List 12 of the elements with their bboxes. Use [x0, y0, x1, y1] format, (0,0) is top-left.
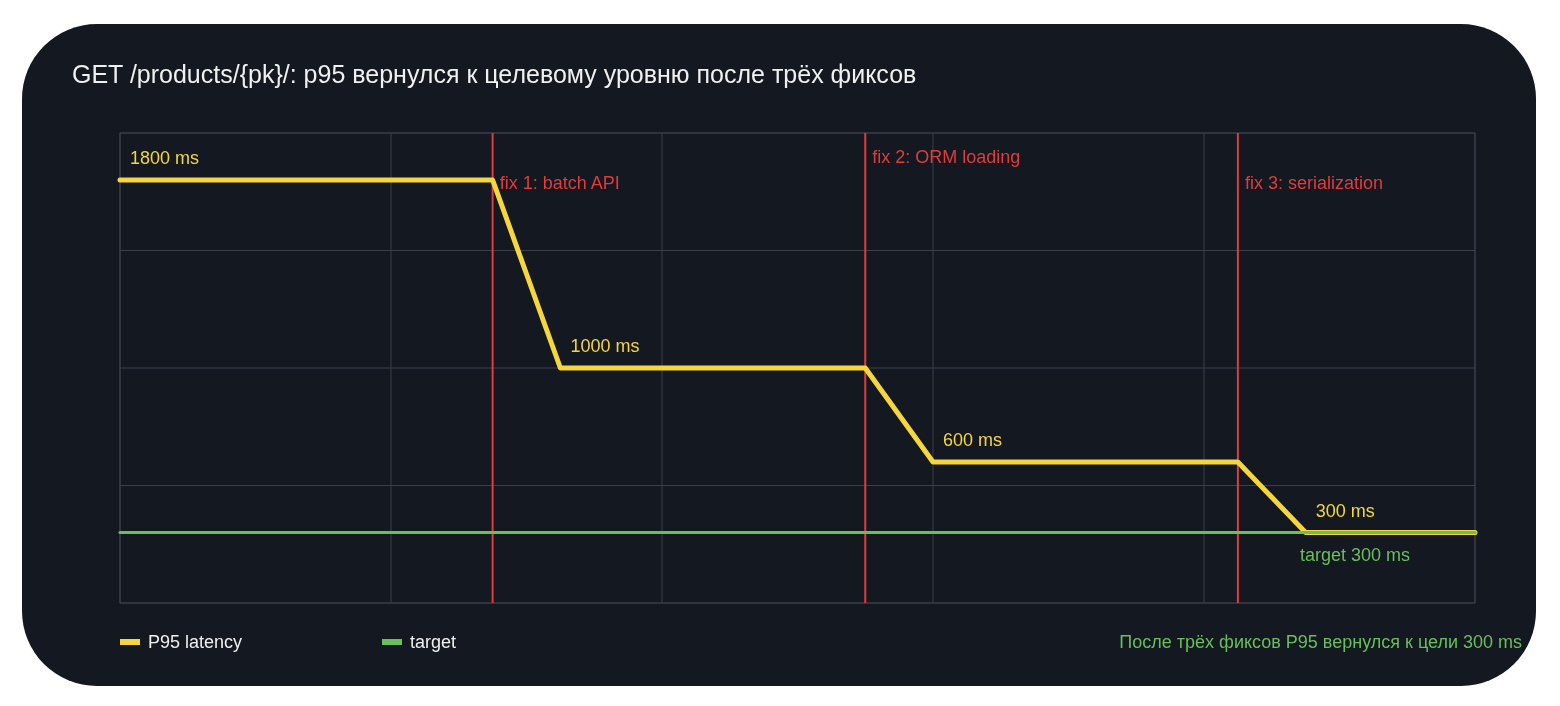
annotation: target 300 ms — [1299, 544, 1411, 565]
data-label: 600 ms — [943, 430, 1003, 450]
data-label: 300 ms — [1315, 500, 1375, 521]
data-label: 1000 ms — [570, 336, 640, 356]
data-label: 1800 ms — [130, 148, 200, 168]
annotation: fix 3: serialization — [1244, 173, 1383, 193]
chart-title: GET /products/{pk}/: p95 вернулся к целевому уровню после трёх фиксов — [72, 60, 917, 88]
legend-label: P95 latency — [148, 632, 243, 652]
legend-label: target — [410, 632, 457, 652]
annotation: fix 2: ORM loading — [872, 147, 1021, 167]
annotation: fix 1: batch API — [499, 173, 620, 193]
text: После трёх фиксов P95 вернулся к цели 300 ms — [1119, 632, 1522, 652]
